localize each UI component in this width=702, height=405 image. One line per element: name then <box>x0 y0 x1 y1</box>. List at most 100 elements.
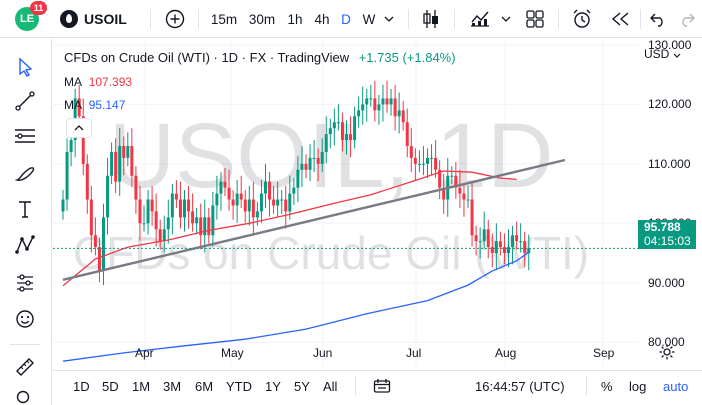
candle-body <box>527 248 531 254</box>
ma-slow-label: MA <box>64 75 82 89</box>
ma-fast-legend[interactable]: MA 95.147 <box>64 98 125 112</box>
ma-slow-value: 107.393 <box>88 75 133 89</box>
interval-d[interactable]: D <box>341 11 351 27</box>
candle-body <box>195 217 199 224</box>
price-chart[interactable]: USOIL, 1D CFDs on Crude Oil (WTI) <box>53 39 702 366</box>
indicators-button[interactable] <box>466 0 494 38</box>
interval-dropdown[interactable] <box>381 0 397 38</box>
log-toggle[interactable]: log <box>629 379 647 394</box>
indicators-icon <box>471 11 489 27</box>
candle-body <box>324 134 328 152</box>
percent-toggle[interactable]: % <box>601 379 613 394</box>
candle-body <box>219 181 223 194</box>
candle-body <box>474 235 478 242</box>
bar-countdown-tag: 04:15:03 <box>638 234 696 249</box>
undo-button[interactable] <box>644 0 672 38</box>
candle-body <box>466 199 470 201</box>
ma-fast-label: MA <box>64 98 82 112</box>
alert-button[interactable] <box>568 0 596 38</box>
interval-4h[interactable]: 4h <box>314 11 330 27</box>
chart-type-button[interactable] <box>418 0 444 38</box>
replay-button[interactable] <box>606 0 634 38</box>
candle-body <box>134 175 138 200</box>
candle-body <box>235 193 239 206</box>
app-logo[interactable]: LE 11 <box>6 0 48 38</box>
pattern-tool[interactable] <box>8 231 42 259</box>
interval-1h[interactable]: 1h <box>287 11 303 27</box>
chart-settings-button[interactable] <box>658 343 676 366</box>
candle-body <box>401 110 405 123</box>
time-label: Jul <box>406 346 422 360</box>
chevron-down-icon <box>384 16 394 22</box>
icons-tool[interactable] <box>8 305 42 333</box>
fib-tool[interactable] <box>8 123 42 151</box>
go-to-date-button[interactable] <box>373 378 391 399</box>
zoom-tool[interactable] <box>8 389 42 405</box>
candle-body <box>426 157 429 164</box>
redo-button[interactable] <box>676 0 698 38</box>
ruler-tool[interactable] <box>8 353 42 381</box>
trendline-tool[interactable] <box>8 87 42 115</box>
range-ytd[interactable]: YTD <box>226 379 252 394</box>
indicators-dropdown[interactable] <box>496 0 516 38</box>
ma-slow-legend[interactable]: MA 107.393 <box>64 75 132 89</box>
candle-body <box>223 181 227 188</box>
candle-body <box>191 211 195 224</box>
legend-collapse-button[interactable] <box>66 118 92 138</box>
price-label: 120.000 <box>648 97 692 112</box>
divider <box>454 9 455 29</box>
brush-tool[interactable] <box>8 159 42 187</box>
range-6m[interactable]: 6M <box>195 379 214 394</box>
candle-body <box>470 199 474 236</box>
candle-body <box>251 199 255 218</box>
candle-body <box>122 146 126 158</box>
cursor-tool[interactable] <box>8 53 42 81</box>
candle-body <box>515 235 519 242</box>
candle-body <box>247 199 251 212</box>
plus-circle-icon <box>165 9 185 29</box>
range-all[interactable]: All <box>323 379 338 394</box>
divider <box>198 9 199 29</box>
candle-body <box>146 199 150 224</box>
range-5d[interactable]: 5D <box>102 379 119 394</box>
time-label: Aug <box>495 346 517 360</box>
interval-w[interactable]: W <box>362 11 376 27</box>
candle-body <box>280 199 284 201</box>
candle-body <box>97 247 101 271</box>
currency-selector[interactable]: USD <box>644 47 681 61</box>
candle-body <box>138 199 142 224</box>
candle-body <box>458 187 462 194</box>
text-tool[interactable] <box>8 195 42 223</box>
interval-30m[interactable]: 30m <box>248 11 276 27</box>
auto-scale-toggle[interactable]: auto <box>663 379 689 394</box>
candle-body <box>239 193 243 200</box>
chevron-down-icon <box>501 16 511 22</box>
candle-body <box>421 163 425 165</box>
price-label: 80.000 <box>648 335 685 350</box>
candle-body <box>268 181 272 200</box>
gear-icon <box>659 344 675 360</box>
candle-body <box>300 163 304 170</box>
range-1y[interactable]: 1Y <box>265 379 281 394</box>
candle-body <box>320 151 324 164</box>
brush-icon <box>14 167 35 181</box>
measure-tool[interactable] <box>8 269 42 297</box>
add-symbol-button[interactable] <box>162 0 188 38</box>
candle-body <box>118 146 122 182</box>
interval-15m[interactable]: 15m <box>210 11 238 27</box>
candle-body <box>264 181 267 194</box>
candle-body <box>507 247 510 254</box>
range-3m[interactable]: 3M <box>163 379 182 394</box>
trend-line-drawing[interactable] <box>62 158 566 281</box>
range-5y[interactable]: 5Y <box>294 379 310 394</box>
time-label: Sep <box>593 346 615 360</box>
range-1d[interactable]: 1D <box>73 379 90 394</box>
utc-clock[interactable]: 16:44:57 (UTC) <box>475 379 565 394</box>
candle-body <box>61 199 65 212</box>
layout-button[interactable] <box>522 0 548 38</box>
symbol-search[interactable]: USOIL <box>60 0 130 38</box>
candle-body <box>93 235 97 248</box>
range-1m[interactable]: 1M <box>132 379 151 394</box>
rewind-icon <box>611 12 629 26</box>
